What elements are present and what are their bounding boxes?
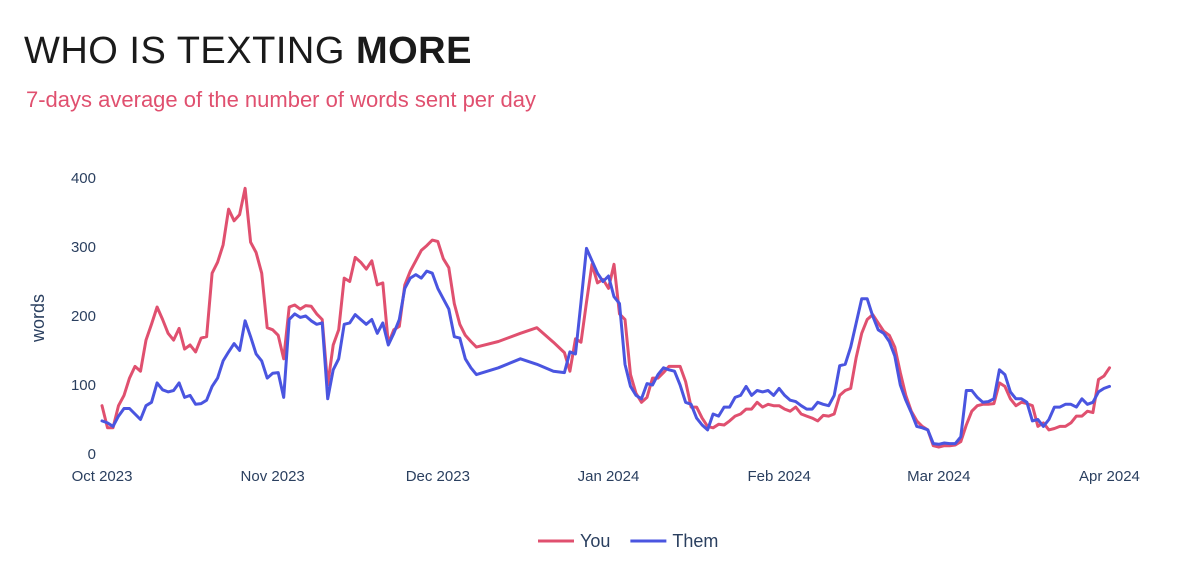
- title-bold: MORE: [355, 30, 472, 72]
- x-axis-ticks: Oct 2023 Nov 2023 Dec 2023 Jan 2024 Feb 2024…: [72, 468, 1140, 485]
- y-axis-ticks: 0 100 200 300 400: [71, 170, 96, 463]
- legend[interactable]: You Them: [538, 531, 718, 551]
- x-tick-label: Feb 2024: [747, 468, 810, 485]
- legend-label: You: [580, 531, 610, 551]
- title-light: WHO IS TEXTING: [24, 30, 356, 72]
- x-tick-label: Apr 2024: [1079, 468, 1140, 485]
- x-tick-label: Oct 2023: [72, 468, 133, 485]
- y-tick-label: 100: [71, 377, 96, 394]
- series-layer: [100, 186, 1111, 449]
- legend-item-you[interactable]: You: [538, 531, 610, 551]
- chart-subtitle: 7-days average of the number of words se…: [26, 87, 536, 112]
- chart-title: WHO IS TEXTING MORE: [24, 28, 472, 74]
- y-tick-label: 400: [71, 170, 96, 187]
- y-tick-label: 200: [71, 308, 96, 325]
- series-line-them: [100, 246, 1111, 446]
- y-tick-label: 300: [71, 239, 96, 256]
- series-line-you: [100, 186, 1111, 449]
- x-tick-label: Jan 2024: [578, 468, 640, 485]
- legend-label: Them: [672, 531, 718, 551]
- legend-item-them[interactable]: Them: [630, 531, 718, 551]
- x-tick-label: Mar 2024: [907, 468, 970, 485]
- x-tick-label: Nov 2023: [241, 468, 305, 485]
- y-axis-title: words: [28, 294, 48, 343]
- y-tick-label: 0: [88, 446, 96, 463]
- x-tick-label: Dec 2023: [406, 468, 470, 485]
